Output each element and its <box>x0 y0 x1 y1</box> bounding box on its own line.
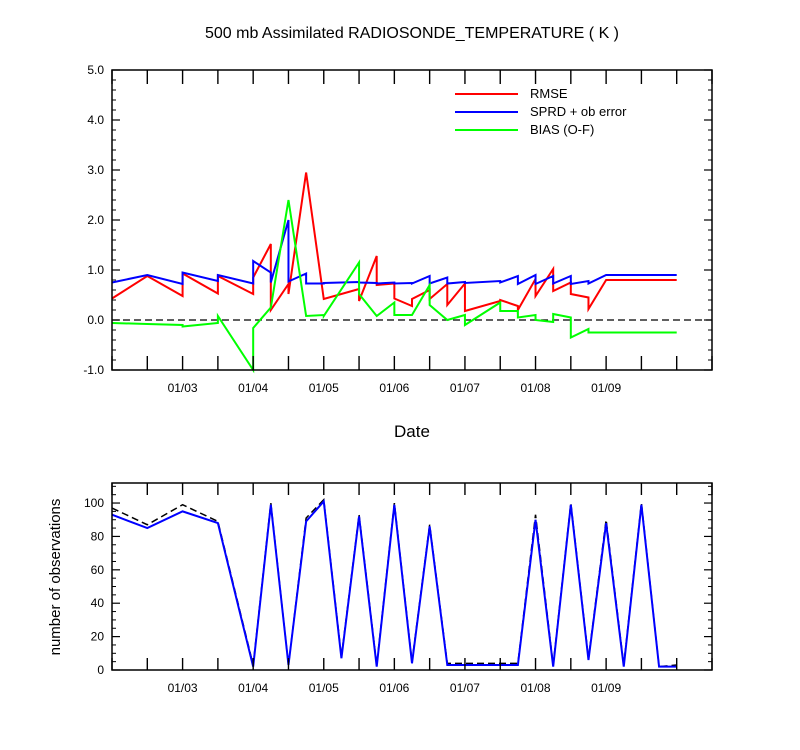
series-line-possible <box>111 498 677 668</box>
y-tick-label: 3.0 <box>87 163 104 177</box>
x-tick-label: 01/06 <box>379 681 409 695</box>
y-tick-label: 60 <box>91 563 105 577</box>
legend-label: RMSE <box>530 86 568 101</box>
legend-label: SPRD + ob error <box>530 104 627 119</box>
top-panel: -1.0 0.0 1.0 2.0 3.0 4.0 5.0 01/03 01/04 01/05 01/… <box>83 63 713 395</box>
y-tick-label: 0.0 <box>87 313 104 327</box>
x-tick-label: 01/03 <box>168 381 198 395</box>
x-tick-label: 01/04 <box>238 681 268 695</box>
y-tick-label: 5.0 <box>87 63 104 77</box>
y-tick-label: 100 <box>84 496 104 510</box>
x-tick-label: 01/05 <box>309 681 339 695</box>
y-tick-label: 80 <box>91 529 105 543</box>
x-tick-label: 01/09 <box>591 381 621 395</box>
y-tick-label: 0 <box>97 663 104 677</box>
y-tick-label: 2.0 <box>87 213 104 227</box>
y-axis-label: number of observations <box>47 499 64 656</box>
y-tick-label: 4.0 <box>87 113 104 127</box>
legend: RMSE SPRD + ob error BIAS (O-F) <box>455 86 627 137</box>
x-tick-label: 01/09 <box>591 681 621 695</box>
x-tick-label: 01/08 <box>521 681 551 695</box>
bottom-panel: 0 20 40 60 80 100 01/03 01/04 01/05 01/06 01/07 01/… <box>84 482 713 695</box>
x-axis-label: Date <box>394 422 430 441</box>
series-line-assimilated <box>111 499 677 668</box>
series-line-sprd-ob-error <box>111 219 677 286</box>
series-line-rmse <box>111 172 677 314</box>
x-tick-label: 01/05 <box>309 381 339 395</box>
legend-label: BIAS (O-F) <box>530 122 594 137</box>
x-tick-label: 01/06 <box>379 381 409 395</box>
y-tick-label: 20 <box>91 630 105 644</box>
x-tick-label: 01/07 <box>450 681 480 695</box>
bottom-plot-frame <box>111 482 713 671</box>
chart-title: 500 mb Assimilated RADIOSONDE_TEMPERATUR… <box>205 25 619 42</box>
x-tick-label: 01/07 <box>450 381 480 395</box>
x-tick-label: 01/04 <box>238 381 268 395</box>
x-tick-label: 01/08 <box>521 381 551 395</box>
y-tick-label: 40 <box>91 596 105 610</box>
series-line-bias-o-f <box>111 199 677 374</box>
y-tick-label: 1.0 <box>87 263 104 277</box>
y-tick-label: -1.0 <box>83 363 104 377</box>
x-tick-label: 01/03 <box>168 681 198 695</box>
